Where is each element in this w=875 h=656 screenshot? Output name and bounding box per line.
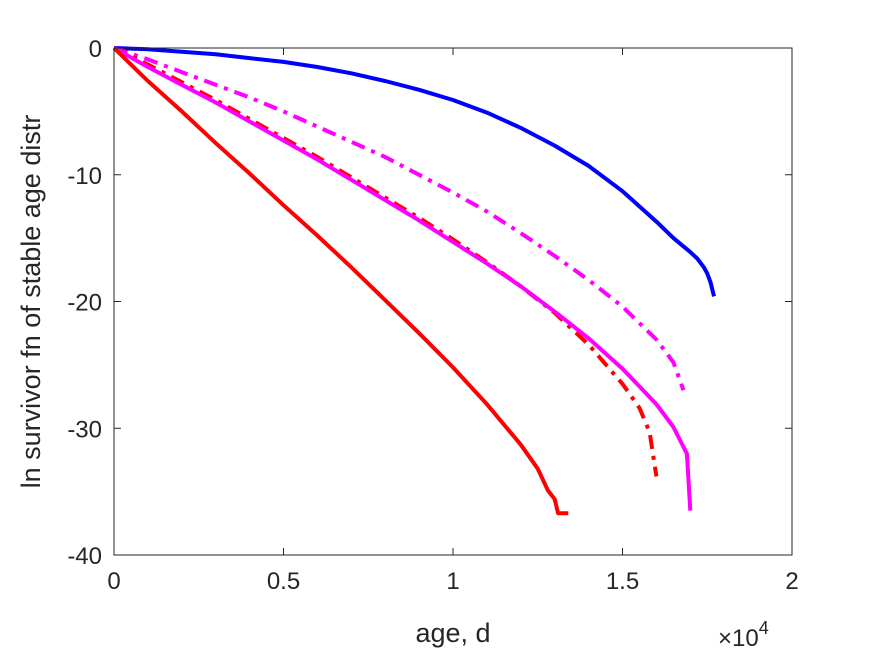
series-line-2: [113, 46, 686, 391]
y-tick-label: -30: [67, 416, 102, 443]
tick-layer: 0 0.5 1 1.5 2 0 -10 -20 -30 -40: [67, 36, 798, 595]
x-axis-label: age, d: [415, 618, 490, 648]
y-axis-label: ln survivor fn of stable age distr: [16, 115, 46, 489]
series-line-4: [113, 46, 693, 511]
y-tick-label: 0: [89, 36, 102, 63]
y-tick-label: -20: [67, 290, 102, 317]
x-axis-exponent: ×104: [718, 618, 769, 652]
x-axis-exponent-base: ×10: [718, 625, 759, 652]
x-tick-label: 2: [785, 568, 798, 595]
x-tick-label: 1: [446, 568, 459, 595]
x-tick-label: 1.5: [606, 568, 639, 595]
y-tick-label: -40: [67, 543, 102, 570]
series-line-5: [112, 46, 569, 516]
series-line-1: [113, 46, 716, 297]
x-axis-exponent-power: 4: [759, 618, 769, 638]
y-tick-label: -10: [67, 163, 102, 190]
series-line-3: [113, 46, 659, 477]
x-tick-label: 0.5: [267, 568, 300, 595]
series-layer: [112, 46, 716, 516]
x-tick-label: 0: [107, 568, 120, 595]
